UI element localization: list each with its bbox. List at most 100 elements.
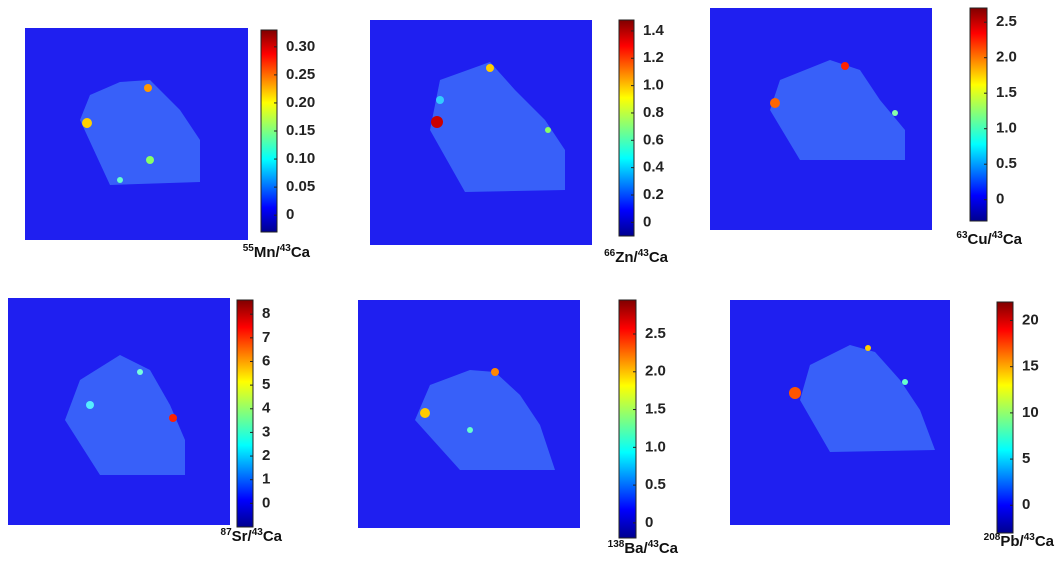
colorbar-tick-label: 0 xyxy=(262,494,270,511)
colorbar-tick-label: 0.10 xyxy=(286,150,315,167)
colorbar-tick-label: 1.5 xyxy=(996,84,1017,101)
label-superscript: 63 xyxy=(956,230,968,241)
colorbar-tick-label: 10 xyxy=(1022,404,1039,421)
colorbar-label: 87Sr/43Ca xyxy=(221,527,283,545)
label-superscript: 43 xyxy=(1024,532,1036,543)
label-superscript: 87 xyxy=(221,527,233,538)
colorbar-tick-label: 0 xyxy=(1022,496,1030,513)
label-text: Cu/ xyxy=(968,231,993,248)
hotspot xyxy=(865,345,871,351)
specimen-shape xyxy=(415,370,555,470)
colorbar-tick-label: 0.20 xyxy=(286,94,315,111)
label-text: Ca xyxy=(1003,231,1023,248)
colorbar-tick-label: 1.4 xyxy=(643,22,665,39)
colorbar-label: 138Ba/43Ca xyxy=(608,539,679,557)
colorbar-tick-label: 1.2 xyxy=(643,49,664,66)
colorbar-tick-label: 8 xyxy=(262,305,270,322)
hotspot xyxy=(137,369,143,375)
colorbar-tick-label: 0.25 xyxy=(286,66,315,83)
colorbar-tick-label: 5 xyxy=(262,376,270,393)
hotspot xyxy=(420,408,430,418)
specimen-shape xyxy=(800,345,935,452)
label-text: Ca xyxy=(1035,533,1055,550)
label-superscript: 66 xyxy=(604,248,616,259)
hotspot xyxy=(436,96,444,104)
colorbar-tick-label: 2.5 xyxy=(996,13,1017,30)
colorbar-tick-label: 1.0 xyxy=(645,438,666,455)
colorbar-tick-label: 20 xyxy=(1022,311,1039,328)
colorbar-tick-label: 2.0 xyxy=(645,363,666,380)
colorbar-tick-label: 0.15 xyxy=(286,122,315,139)
colorbar-tick-label: 0 xyxy=(645,514,653,531)
colorbar-tick-label: 0 xyxy=(643,213,651,230)
hotspot xyxy=(491,368,499,376)
label-superscript: 43 xyxy=(648,539,660,550)
colorbar-tick-label: 7 xyxy=(262,329,270,346)
panel: 0 5 10 15 20 208Pb/43Ca xyxy=(730,300,1055,550)
colorbar-tick-label: 2.5 xyxy=(645,325,666,342)
hotspot xyxy=(770,98,780,108)
colorbar xyxy=(618,19,635,237)
colorbar-label: 55Mn/43Ca xyxy=(243,243,311,261)
label-superscript: 43 xyxy=(252,527,264,538)
hotspot xyxy=(841,62,849,70)
hotspot xyxy=(892,110,898,116)
colorbar-tick-label: 2 xyxy=(262,447,270,464)
label-text: Ca xyxy=(291,244,311,261)
colorbar-label: 66Zn/43Ca xyxy=(604,248,669,266)
colorbar-tick-label: 0.05 xyxy=(286,178,315,195)
colorbar-tick-label: 3 xyxy=(262,423,270,440)
colorbar-tick-label: 0.2 xyxy=(643,186,664,203)
colorbar-tick-label: 0.4 xyxy=(643,159,665,176)
colorbar-tick-label: 0.6 xyxy=(643,131,664,148)
hotspot xyxy=(86,401,94,409)
hotspot xyxy=(467,427,473,433)
specimen-shape xyxy=(65,355,185,475)
label-superscript: 138 xyxy=(608,539,625,550)
colorbar xyxy=(618,299,637,539)
panel: 0 0.05 0.10 0.15 0.20 0.25 0.30 55Mn/43Ca xyxy=(25,28,315,261)
colorbar-tick-label: 6 xyxy=(262,352,270,369)
label-superscript: 43 xyxy=(280,243,292,254)
label-text: Ca xyxy=(649,249,669,266)
label-text: Ba/ xyxy=(624,540,648,557)
colorbar-tick-label: 0 xyxy=(996,191,1004,208)
colorbar-tick-label: 1.5 xyxy=(645,401,666,418)
label-text: Sr/ xyxy=(232,528,253,545)
hotspot xyxy=(545,127,551,133)
hotspot xyxy=(146,156,154,164)
panel: 0 0.2 0.4 0.6 0.8 1.0 1.2 1.4 66Zn/43Ca xyxy=(370,19,669,266)
specimen-shape xyxy=(430,62,565,192)
label-text: Pb/ xyxy=(1000,533,1024,550)
colorbar-tick-label: 0.5 xyxy=(645,476,666,493)
colorbar-tick-label: 0.5 xyxy=(996,155,1017,172)
colorbar-tick-label: 1.0 xyxy=(996,120,1017,137)
panel: 0 0.5 1.0 1.5 2.0 2.5 138Ba/43Ca xyxy=(358,299,679,557)
hotspot xyxy=(117,177,123,183)
label-text: Mn/ xyxy=(254,244,281,261)
hotspot xyxy=(144,84,152,92)
label-text: Ca xyxy=(263,528,283,545)
specimen-shape xyxy=(80,80,200,185)
colorbar-label: 63Cu/43Ca xyxy=(956,230,1022,248)
label-text: Ca xyxy=(659,540,679,557)
label-superscript: 55 xyxy=(243,243,255,254)
colorbar-tick-label: 0.30 xyxy=(286,38,315,55)
colorbar xyxy=(236,299,254,528)
colorbar xyxy=(996,301,1014,534)
colorbar-tick-label: 4 xyxy=(262,400,271,417)
panel: 0 0.5 1.0 1.5 2.0 2.5 63Cu/43Ca xyxy=(710,7,1023,248)
hotspot xyxy=(902,379,908,385)
colorbar-tick-label: 1.0 xyxy=(643,77,664,94)
label-superscript: 43 xyxy=(638,248,650,259)
specimen-shape xyxy=(770,60,905,160)
hotspot xyxy=(486,64,494,72)
label-superscript: 208 xyxy=(984,532,1001,543)
hotspot xyxy=(82,118,92,128)
panel: 0 1 2 3 4 5 6 7 8 87Sr/43Ca xyxy=(8,298,283,545)
colorbar-tick-label: 5 xyxy=(1022,450,1030,467)
hotspot xyxy=(789,387,801,399)
colorbar xyxy=(969,7,988,222)
